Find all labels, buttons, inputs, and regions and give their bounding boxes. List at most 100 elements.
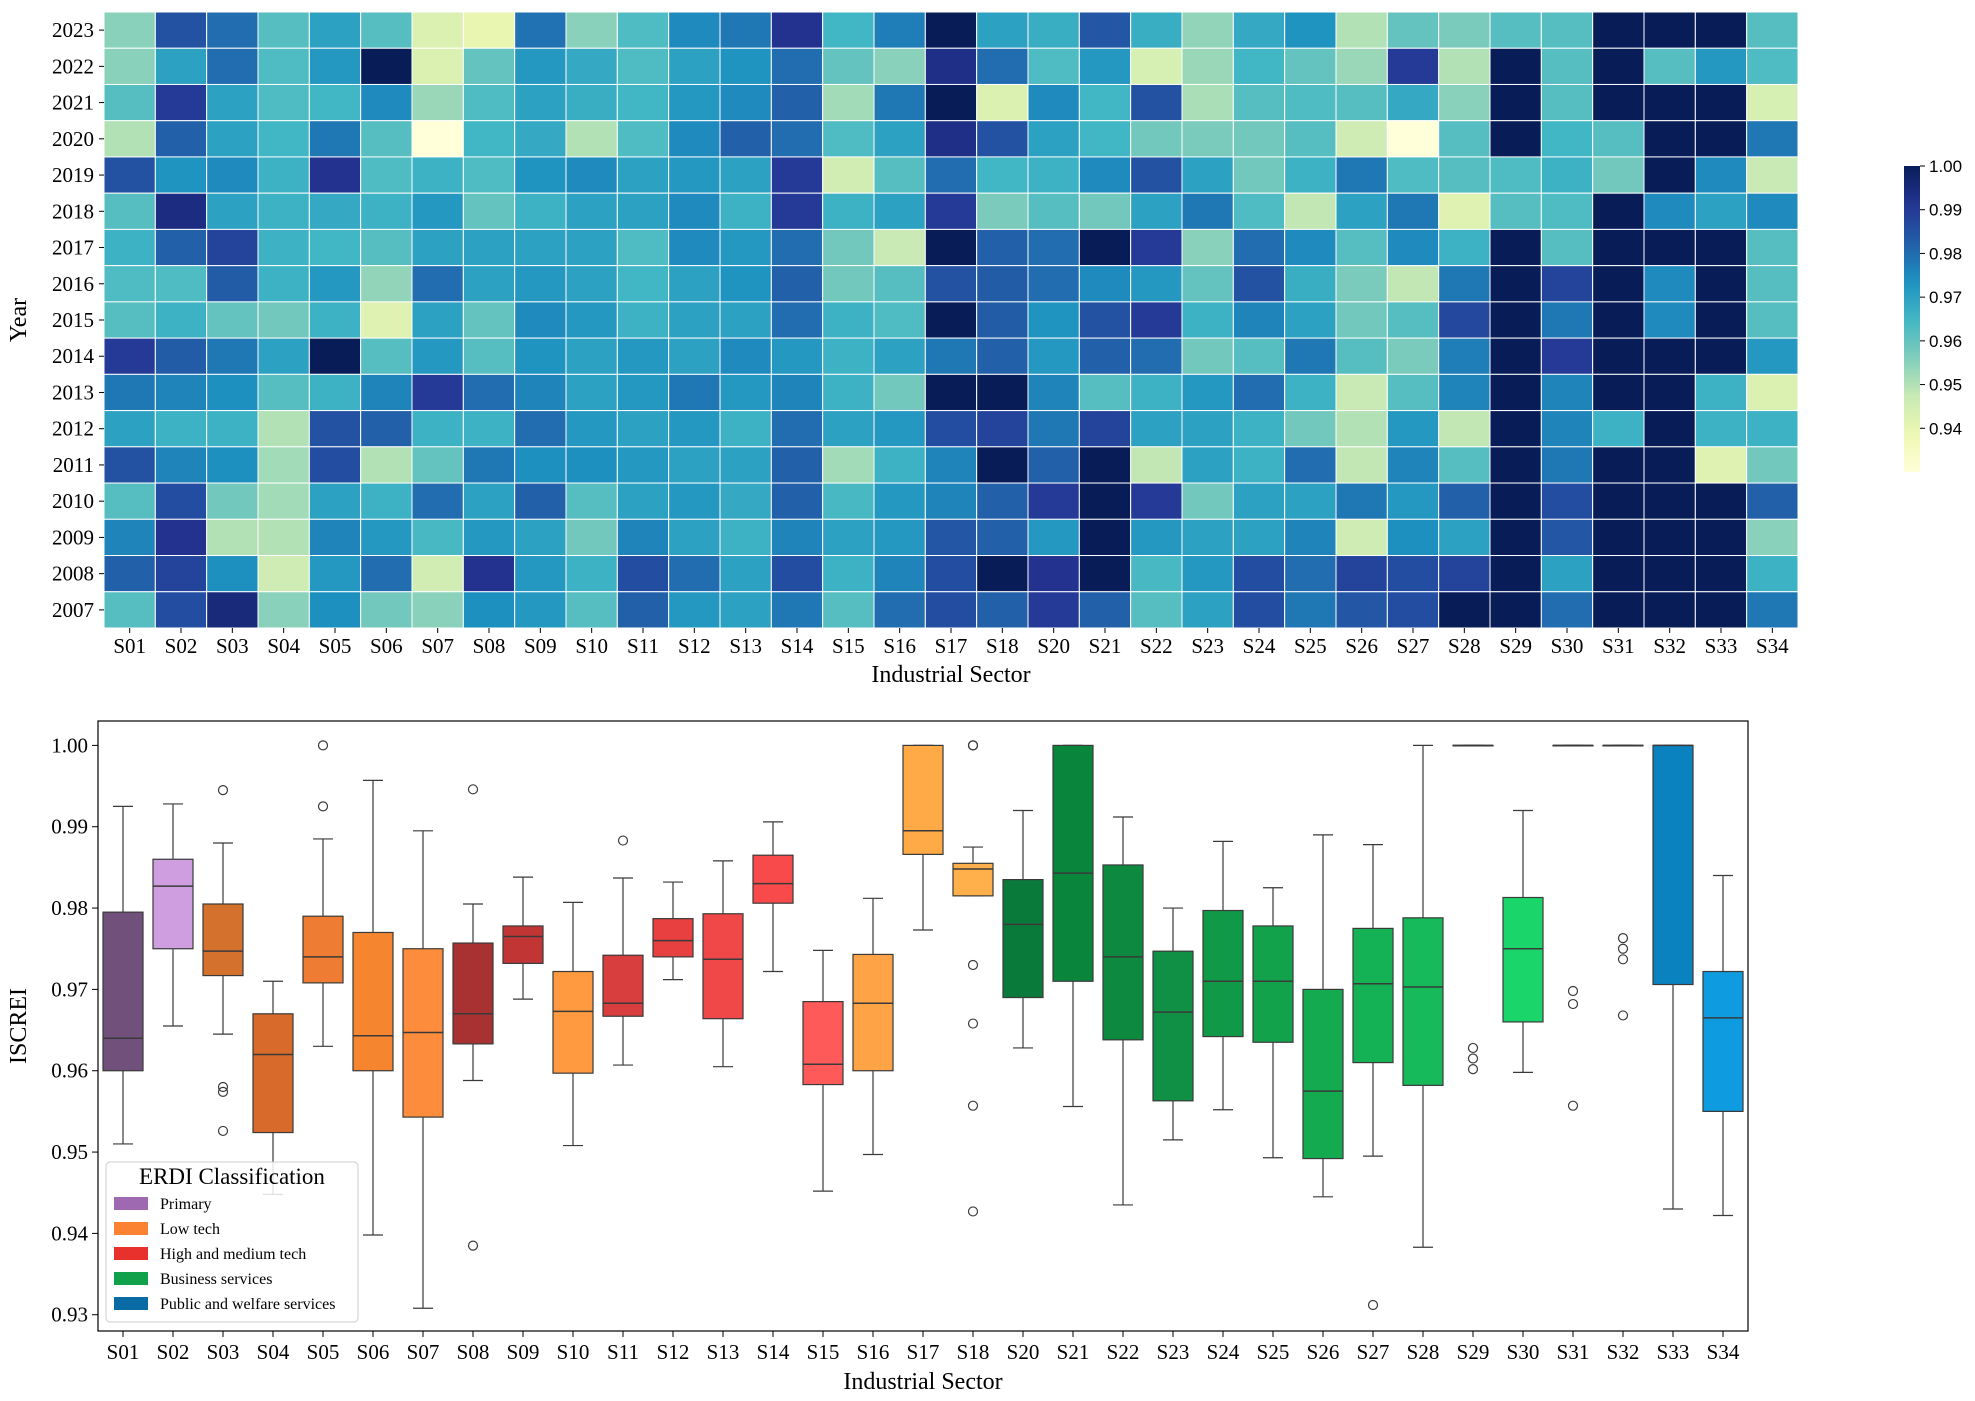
heatmap-cell <box>154 265 208 303</box>
boxplot-x-tick-label: S14 <box>757 1340 790 1364</box>
heatmap-cell <box>206 555 259 593</box>
heatmap-cell <box>360 518 413 557</box>
heatmap-cell <box>1540 83 1594 122</box>
heatmap-y-tick-label: 2021 <box>52 91 94 115</box>
heatmap-cell <box>822 156 875 194</box>
legend-items: Primary Low tech High and medium tech Busin… <box>114 1196 335 1313</box>
heatmap-cell <box>616 192 670 230</box>
heatmap-cell <box>719 518 772 557</box>
box-iqr <box>1052 744 1094 982</box>
outlier-point <box>217 1125 229 1137</box>
heatmap-x-tick-label: S32 <box>1653 634 1686 658</box>
box-S32 <box>1602 744 1644 1021</box>
box-S01 <box>102 805 144 1145</box>
heatmap-cell <box>1027 591 1080 629</box>
heatmap-y-tick-label: 2012 <box>52 417 94 441</box>
heatmap-cell <box>565 192 618 230</box>
heatmap-cell <box>206 482 259 520</box>
heatmap-cell <box>1232 265 1286 303</box>
heatmap-cell <box>514 83 567 122</box>
heatmap-cell <box>616 555 670 593</box>
outlier-point <box>1567 998 1579 1010</box>
heatmap-cell <box>411 482 464 520</box>
heatmap-cell <box>206 120 259 158</box>
heatmap-cell <box>360 373 413 412</box>
heatmap-cell <box>1694 156 1748 194</box>
heatmap-cell <box>1592 518 1645 557</box>
box-iqr <box>752 854 794 904</box>
boxplot-x-tick-label: S06 <box>357 1340 390 1364</box>
heatmap-cell <box>1181 301 1234 339</box>
heatmap-cell <box>154 11 208 49</box>
heatmap-cell <box>206 265 259 303</box>
box-S07 <box>402 830 444 1309</box>
heatmap-cell <box>1284 373 1337 412</box>
heatmap-y-tick-labels: 2023 2022 2021 2020 2019 2018 2017 2016 2015 2014… <box>52 18 104 622</box>
heatmap-cell <box>1643 410 1696 448</box>
heatmap-y-tick-label: 2020 <box>52 127 94 151</box>
heatmap-cell <box>1232 301 1286 339</box>
heatmap-cell <box>1335 446 1388 484</box>
heatmap-x-tick-label: S05 <box>319 634 352 658</box>
boxplot-x-tick-labels: S01 S02 S03 S04 S05 S06 S07 S08 S09 S10 S11 S12 S13 S… <box>107 1331 1740 1364</box>
heatmap-x-tick-label: S14 <box>781 634 814 658</box>
heatmap-cell <box>103 518 156 557</box>
heatmap-y-tick-label: 2015 <box>52 308 94 332</box>
heatmap-cell <box>1643 373 1696 412</box>
heatmap-cell <box>822 591 875 629</box>
heatmap-cell <box>1438 11 1491 49</box>
heatmap-cell <box>308 156 362 194</box>
boxplot-y-tick-label: 1.00 <box>51 733 88 757</box>
heatmap-cell <box>1284 47 1337 85</box>
heatmap-cell <box>616 373 670 412</box>
heatmap-cell <box>1592 482 1645 520</box>
heatmap-cell <box>1078 518 1132 557</box>
outlier-point <box>317 740 329 751</box>
heatmap-cell <box>308 265 362 303</box>
heatmap-y-tick-label: 2007 <box>52 598 94 622</box>
heatmap-cell <box>1335 83 1388 122</box>
box-S27 <box>1352 844 1394 1311</box>
heatmap-cell <box>1540 120 1594 158</box>
heatmap-cell <box>1284 337 1337 375</box>
heatmap-cell <box>1130 228 1183 267</box>
heatmap-cell <box>565 337 618 375</box>
heatmap-cell <box>822 47 875 85</box>
heatmap-cell <box>1694 373 1748 412</box>
heatmap-cell <box>1027 265 1080 303</box>
heatmap-cell <box>976 228 1029 267</box>
heatmap-cell <box>565 410 618 448</box>
heatmap-cell <box>1078 446 1132 484</box>
heatmap-cell <box>103 482 156 520</box>
heatmap-cell <box>719 337 772 375</box>
heatmap-cell <box>1438 265 1491 303</box>
boxplot-x-tick-label: S18 <box>957 1340 990 1364</box>
heatmap-cell <box>924 11 978 49</box>
heatmap-cell <box>924 265 978 303</box>
heatmap-cell <box>1027 156 1080 194</box>
box-S25 <box>1252 887 1294 1159</box>
boxplot-x-tick-label: S12 <box>657 1340 690 1364</box>
heatmap-cell <box>1181 11 1234 49</box>
heatmap-cell <box>770 518 824 557</box>
box-S31 <box>1552 744 1594 1111</box>
heatmap-cell <box>1438 228 1491 267</box>
heatmap-cell <box>462 47 516 85</box>
heatmap-cell <box>1181 373 1234 412</box>
heatmap-cell <box>873 446 926 484</box>
box-S23 <box>1152 907 1194 1141</box>
heatmap-cell <box>1438 446 1491 484</box>
heatmap-cell <box>1027 120 1080 158</box>
heatmap-cell <box>1694 83 1748 122</box>
colorbar-tick-label: 0.97 <box>1929 288 1962 307</box>
heatmap-cell <box>154 337 208 375</box>
heatmap-cell <box>462 120 516 158</box>
heatmap-cell <box>1438 591 1491 629</box>
heatmap-cell <box>822 192 875 230</box>
heatmap-cell <box>1027 482 1080 520</box>
heatmap-cell <box>1232 591 1286 629</box>
heatmap-cell <box>1284 228 1337 267</box>
heatmap-cell <box>1232 373 1286 412</box>
heatmap-x-tick-label: S31 <box>1602 634 1635 658</box>
box-S30 <box>1502 809 1544 1073</box>
